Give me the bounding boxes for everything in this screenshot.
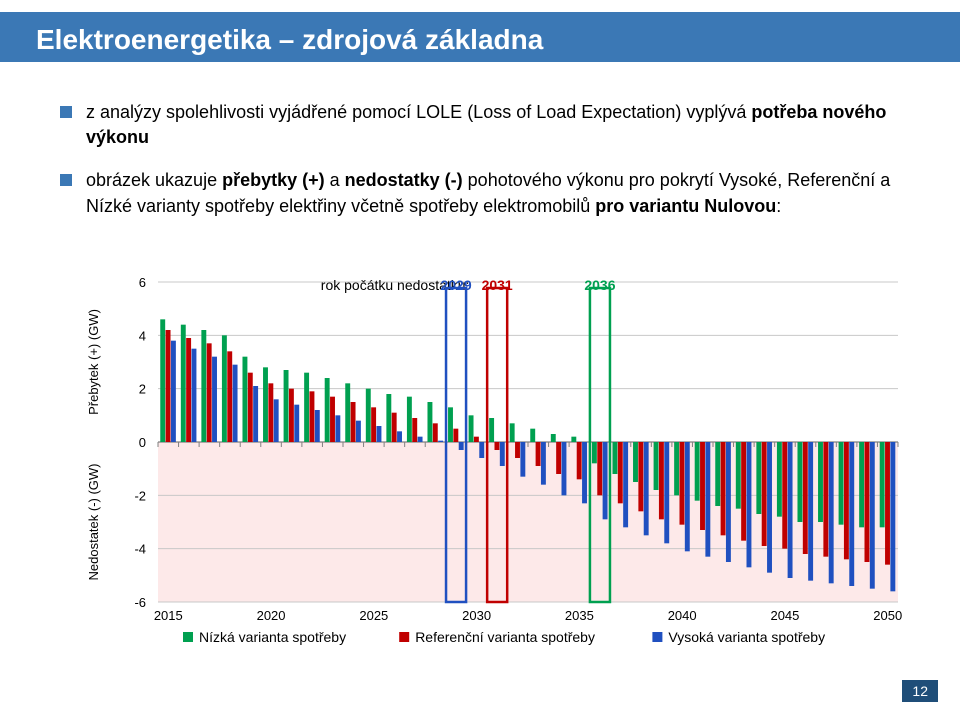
bullet-marker-icon: [60, 106, 72, 118]
svg-text:Nedostatek (-) (GW): Nedostatek (-) (GW): [86, 463, 101, 580]
svg-text:2020: 2020: [257, 608, 286, 623]
svg-text:2: 2: [139, 382, 146, 397]
bullet-bold: pro variantu Nulovou: [595, 196, 776, 216]
svg-text:-4: -4: [134, 542, 146, 557]
bullet-list: z analýzy spolehlivosti vyjádřené pomocí…: [60, 100, 910, 237]
svg-text:2025: 2025: [359, 608, 388, 623]
bullet-text: z analýzy spolehlivosti vyjádřené pomocí…: [86, 100, 910, 150]
bullet-bold: nedostatky (-): [345, 170, 463, 190]
slide-title: Elektroenergetika – zdrojová základna: [0, 16, 960, 66]
slide: Elektroenergetika – zdrojová základna z …: [0, 0, 960, 720]
bullet-marker-icon: [60, 174, 72, 186]
svg-text:-6: -6: [134, 595, 146, 610]
svg-text:Nízká varianta spotřeby: Nízká varianta spotřeby: [199, 629, 346, 645]
page-number: 12: [902, 680, 938, 702]
svg-text:0: 0: [139, 435, 146, 450]
svg-text:2040: 2040: [668, 608, 697, 623]
bullet-item: obrázek ukazuje přebytky (+) a nedostatk…: [60, 168, 910, 218]
svg-text:2030: 2030: [462, 608, 491, 623]
svg-text:2050: 2050: [873, 608, 902, 623]
bullet-text-span: a: [325, 170, 345, 190]
svg-text:-2: -2: [134, 488, 146, 503]
svg-text:4: 4: [139, 328, 146, 343]
bullet-text-span: obrázek ukazuje: [86, 170, 222, 190]
bullet-text: obrázek ukazuje přebytky (+) a nedostatk…: [86, 168, 910, 218]
bullet-item: z analýzy spolehlivosti vyjádřené pomocí…: [60, 100, 910, 150]
grouped-bar-chart: -6 -4 -2 0 2 4 6 2015 2020 2025 2030 2035 2040 2045 20…: [48, 270, 918, 650]
svg-text:Vysoká varianta spotřeby: Vysoká varianta spotřeby: [668, 629, 825, 645]
bullet-text-span: z analýzy spolehlivosti vyjádřené pomocí…: [86, 102, 751, 122]
svg-text:6: 6: [139, 275, 146, 290]
svg-text:2045: 2045: [770, 608, 799, 623]
svg-text:Přebytek (+) (GW): Přebytek (+) (GW): [86, 309, 101, 415]
chart-container: -6 -4 -2 0 2 4 6 2015 2020 2025 2030 2035 2040 2045 20…: [48, 270, 918, 650]
svg-text:Referenční varianta spotřeby: Referenční varianta spotřeby: [415, 629, 595, 645]
svg-text:2015: 2015: [154, 608, 183, 623]
bullet-text-span: :: [776, 196, 781, 216]
bullet-bold: přebytky (+): [222, 170, 325, 190]
svg-text:2035: 2035: [565, 608, 594, 623]
